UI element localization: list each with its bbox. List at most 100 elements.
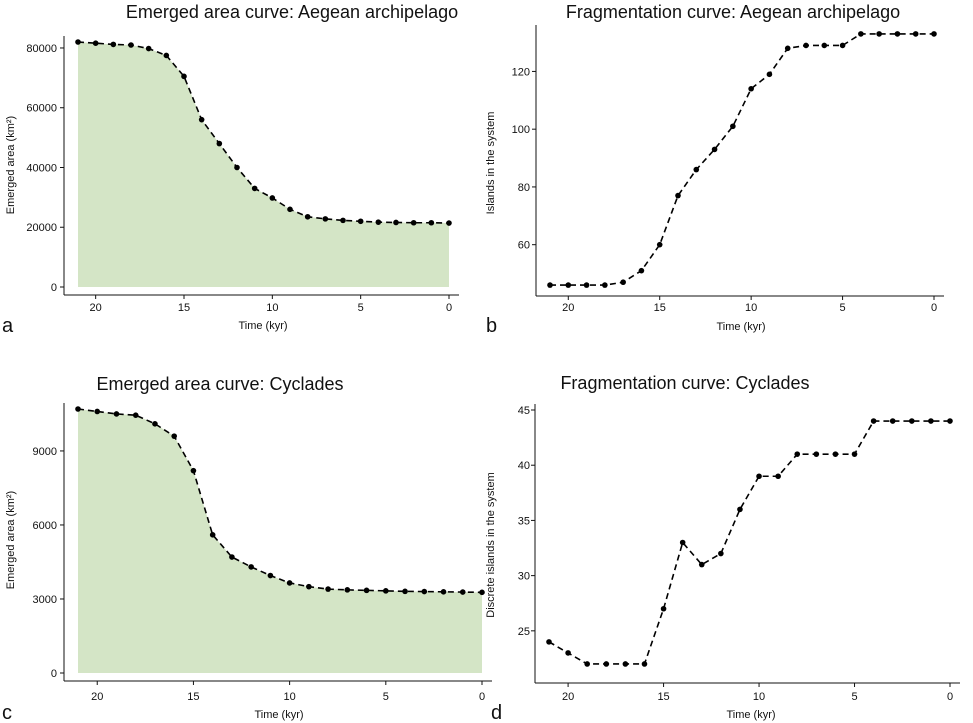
data-point xyxy=(75,406,81,412)
data-point xyxy=(851,451,858,457)
data-point xyxy=(171,433,177,439)
data-point xyxy=(428,219,435,226)
panel-d-line-chart: Fragmentation curve: Cyclades d 20 15 10 5 0 25… xyxy=(485,373,960,723)
chart-title: Emerged area curve: Cyclades xyxy=(96,374,343,394)
y-tick-label: 60 xyxy=(518,240,530,252)
data-point xyxy=(565,650,571,656)
data-point xyxy=(393,219,399,226)
x-tick-label: 20 xyxy=(562,691,574,703)
y-tick-label: 0 xyxy=(51,282,57,294)
chart-title: Emerged area curve: Aegean archipelago xyxy=(126,2,458,22)
x-tick-label: 20 xyxy=(91,691,103,703)
data-point xyxy=(248,564,254,570)
y-tick-label: 100 xyxy=(512,124,530,136)
x-tick-label: 15 xyxy=(187,691,199,703)
y-tick-label: 25 xyxy=(518,626,530,638)
data-point xyxy=(620,279,626,286)
y-tick-label: 9000 xyxy=(33,446,57,458)
data-point xyxy=(375,219,382,225)
series-line xyxy=(550,33,934,286)
data-point xyxy=(565,282,572,288)
data-point xyxy=(344,587,351,593)
data-point xyxy=(775,473,781,480)
data-point xyxy=(641,661,648,667)
data-point xyxy=(698,561,705,568)
data-point xyxy=(269,195,276,201)
data-point xyxy=(446,220,452,226)
data-point xyxy=(547,282,553,288)
data-point xyxy=(832,451,839,457)
x-tick-label: 5 xyxy=(851,691,857,703)
x-tick-label: 5 xyxy=(358,302,364,314)
data-point xyxy=(363,587,370,594)
data-point xyxy=(306,583,312,590)
data-point xyxy=(304,213,311,220)
data-point xyxy=(794,451,801,457)
data-point xyxy=(128,42,134,48)
x-tick-label: 15 xyxy=(654,302,666,314)
y-tick-label: 80 xyxy=(518,182,530,194)
data-point xyxy=(229,554,235,560)
area-fill xyxy=(78,42,449,287)
data-point xyxy=(711,146,718,153)
x-tick-label: 0 xyxy=(446,302,452,314)
data-point xyxy=(756,473,762,480)
y-tick-label: 60000 xyxy=(26,103,57,115)
y-tick-label: 30 xyxy=(518,571,530,583)
data-point xyxy=(421,588,428,595)
data-point xyxy=(638,267,645,274)
y-tick-label: 40000 xyxy=(26,162,57,174)
data-point xyxy=(190,467,197,474)
data-point xyxy=(894,31,901,37)
chart-title: Fragmentation curve: Aegean archipelago xyxy=(566,2,900,22)
y-tick-label: 6000 xyxy=(33,520,57,532)
data-point xyxy=(234,164,240,171)
data-point xyxy=(947,418,953,424)
x-tick-label: 10 xyxy=(753,691,765,703)
data-point xyxy=(94,408,101,415)
y-tick-label: 40 xyxy=(518,460,530,472)
data-point xyxy=(912,31,919,37)
data-point xyxy=(909,418,915,424)
panel-letter: b xyxy=(486,315,497,337)
data-point xyxy=(737,506,743,513)
data-point xyxy=(479,589,485,596)
data-point xyxy=(839,42,846,49)
panel-letter: d xyxy=(491,702,502,723)
data-point xyxy=(287,206,293,213)
x-tick-label: 20 xyxy=(562,302,574,314)
data-point xyxy=(340,217,346,224)
data-point xyxy=(876,31,882,37)
x-axis-label: Time (kyr) xyxy=(254,709,303,721)
data-point xyxy=(440,589,447,595)
data-point xyxy=(784,45,791,52)
y-axis-label: Discrete islands in the system xyxy=(485,472,497,618)
data-point xyxy=(132,412,139,418)
x-tick-label: 5 xyxy=(840,302,846,314)
x-axis-label: Time (kyr) xyxy=(238,320,287,332)
data-point xyxy=(730,123,736,130)
x-tick-label: 15 xyxy=(178,302,190,314)
data-point xyxy=(181,73,187,80)
panel-c-area-chart: Emerged area curve: Cyclades c 20 15 10 5 0 0 30… xyxy=(2,374,492,723)
y-tick-label: 120 xyxy=(512,66,530,78)
x-axis-label: Time (kyr) xyxy=(716,321,765,333)
data-point xyxy=(322,216,329,222)
data-point xyxy=(928,418,934,424)
data-point xyxy=(803,42,809,49)
x-axis-label: Time (kyr) xyxy=(726,709,775,721)
x-tick-label: 10 xyxy=(266,302,278,314)
data-point xyxy=(889,418,896,424)
data-point xyxy=(286,580,293,586)
data-point xyxy=(92,40,99,46)
series-line xyxy=(77,41,450,224)
panel-b-line-chart: Fragmentation curve: Aegean archipelago b… xyxy=(485,2,944,337)
y-tick-label: 0 xyxy=(51,668,57,680)
data-point xyxy=(410,219,417,226)
data-point xyxy=(584,661,590,667)
x-tick-label: 5 xyxy=(383,691,389,703)
data-point xyxy=(75,39,81,45)
data-point xyxy=(325,586,331,592)
data-point xyxy=(145,45,152,52)
y-tick-label: 3000 xyxy=(33,594,57,606)
